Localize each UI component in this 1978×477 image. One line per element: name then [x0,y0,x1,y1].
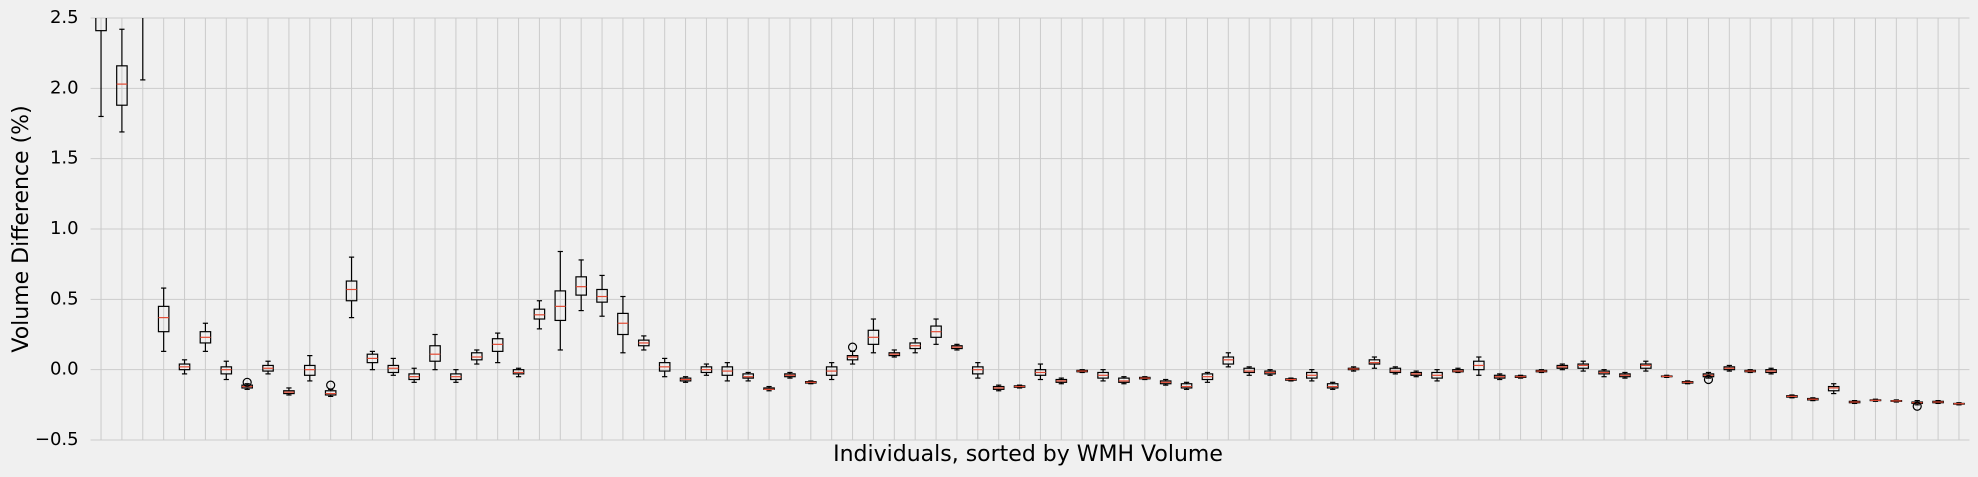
box [116,65,128,106]
box [575,276,587,296]
box [1827,385,1840,392]
box [1577,363,1590,369]
box [387,364,400,374]
box [1222,356,1235,365]
box [303,364,316,376]
box [1180,383,1193,389]
box [596,288,608,303]
y-tick-label: 1.0 [50,218,79,239]
y-tick-label: 0.5 [50,288,79,309]
box [345,280,358,302]
y-tick-label: 2.0 [50,77,79,98]
flier [1703,374,1714,385]
box [971,366,984,375]
box [1368,359,1381,365]
box [1118,377,1130,383]
box [429,345,441,362]
box [1243,367,1256,374]
box [554,290,567,322]
box [742,373,754,379]
box [617,312,629,336]
boxes [95,18,1965,411]
box [324,390,337,396]
box [1389,367,1402,374]
y-tick-label: 2.5 [50,7,79,28]
box [95,18,107,32]
x-axis-label: Individuals, sorted by WMH Volume [833,442,1223,467]
box [512,369,525,375]
box [157,305,170,333]
box [1326,383,1339,389]
flier [847,342,858,352]
box [491,338,504,352]
box [846,355,859,361]
y-tick-label: −0.5 [35,429,79,450]
flier [242,377,252,387]
flier [326,380,336,390]
flier [1912,401,1922,411]
y-tick-label: 0.0 [50,359,79,380]
y-tick-label: 1.5 [50,148,79,169]
y-axis-label: Volume Difference (%) [9,105,34,352]
box [1640,363,1652,369]
box [220,366,233,375]
box [533,308,546,320]
box [470,352,483,361]
